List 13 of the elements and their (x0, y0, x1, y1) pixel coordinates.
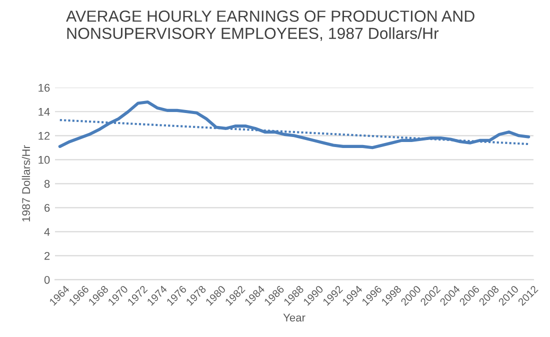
y-tick-label: 12 (38, 132, 50, 140)
y-tick-label: 2 (44, 252, 50, 260)
chart-title: AVERAGE HOURLY EARNINGS OF PRODUCTION AND NONSUPERVISORY EMPLOYEES, 1987 Dollars/Hr (66, 10, 474, 41)
y-tick-label: 8 (44, 180, 50, 188)
y-tick-label: 10 (38, 156, 50, 164)
line-series (58, 100, 530, 150)
y-tick-label: 0 (44, 276, 50, 284)
y-tick-label: 6 (44, 204, 50, 212)
x-axis-title: Year (283, 314, 306, 322)
y-tick-label: 4 (44, 228, 50, 236)
y-tick-label: 16 (38, 84, 50, 92)
y-axis-title: 1987 Dollars/Hr (22, 145, 30, 222)
y-tick-label: 14 (38, 108, 50, 116)
